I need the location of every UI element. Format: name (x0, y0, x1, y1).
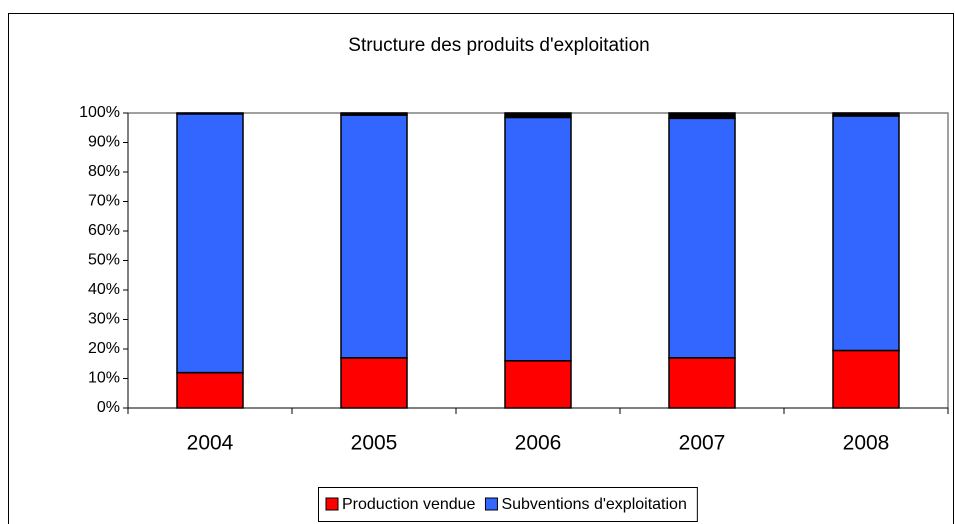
bar-segment (504, 112, 572, 119)
bar-segment (832, 112, 900, 117)
bar-segment (668, 357, 736, 409)
y-tick-label: 70% (88, 193, 120, 210)
y-tick-label: 0% (97, 399, 120, 416)
y-tick-label: 30% (88, 311, 120, 328)
y-tick-label: 20% (88, 340, 120, 357)
y-tick-label: 60% (88, 222, 120, 239)
x-tick-label: 2007 (679, 432, 726, 455)
x-tick-label: 2004 (187, 432, 234, 455)
bar-segment (668, 112, 736, 120)
bar-segment (176, 113, 244, 374)
bar-segment (832, 349, 900, 409)
legend-swatch (484, 497, 498, 511)
legend-swatch (325, 497, 339, 511)
y-tick-label: 100% (79, 104, 120, 121)
bar-segment (176, 371, 244, 409)
chart-title: Structure des produits d'exploitation (348, 35, 649, 56)
y-tick-label: 10% (88, 370, 120, 387)
legend: Production vendue Subventions d'exploitat… (318, 487, 698, 522)
x-tick-label: 2006 (515, 432, 562, 455)
bar-segment (668, 117, 736, 359)
y-tick-label: 40% (88, 281, 120, 298)
y-tick-label: 50% (88, 252, 120, 269)
legend-label: Subventions d'exploitation (501, 496, 686, 513)
bar-segment (504, 116, 572, 362)
y-tick-label: 90% (88, 134, 120, 151)
bar-segment (340, 357, 408, 409)
x-tick-label: 2005 (351, 432, 398, 455)
bar-segment (176, 112, 244, 115)
bar-segment (340, 112, 408, 116)
bar-segment (340, 114, 408, 359)
y-tick-label: 80% (88, 163, 120, 180)
legend-label: Production vendue (342, 496, 476, 513)
chart-border (8, 13, 954, 524)
x-tick-label: 2008 (843, 432, 890, 455)
bar-segment (504, 360, 572, 409)
legend-box (318, 487, 698, 522)
bar-segment (832, 115, 900, 352)
